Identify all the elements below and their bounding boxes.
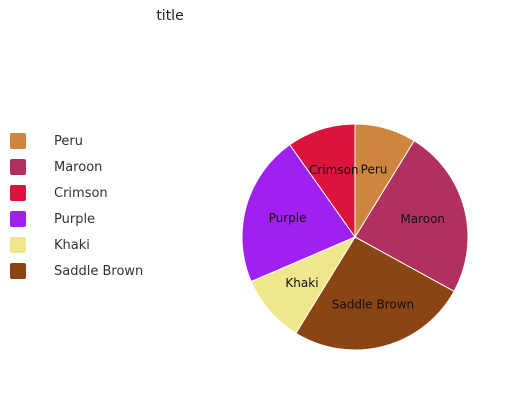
legend-item-saddle-brown: Saddle Brown <box>10 258 160 284</box>
legend-item-khaki: Khaki <box>10 232 160 258</box>
slice-label: Peru <box>361 163 388 177</box>
slice-label: Maroon <box>400 212 445 226</box>
slice-label: Purple <box>269 211 307 225</box>
pie-slice-peru <box>354 123 415 239</box>
legend-label: Peru <box>54 133 83 149</box>
pie-slice-saddle-brown <box>295 236 455 351</box>
legend-item-peru: Peru <box>10 128 160 154</box>
pie-slice-purple <box>241 144 356 283</box>
legend-swatch <box>10 211 26 227</box>
legend-label: Khaki <box>54 237 90 253</box>
legend-swatch <box>10 237 26 253</box>
pie-slice-maroon <box>354 140 469 293</box>
legend-swatch <box>10 185 26 201</box>
legend-swatch <box>10 159 26 175</box>
chart-title: title <box>156 8 184 24</box>
slice-label: Saddle Brown <box>332 298 414 312</box>
legend-label: Crimson <box>54 185 108 201</box>
legend-label: Maroon <box>54 159 103 175</box>
legend-swatch <box>10 133 26 149</box>
slice-label: Khaki <box>285 276 318 290</box>
slice-label: Crimson <box>309 163 359 177</box>
legend-label: Saddle Brown <box>54 263 144 279</box>
legend-label: Purple <box>54 211 96 227</box>
legend-item-crimson: Crimson <box>10 180 160 206</box>
legend-item-maroon: Maroon <box>10 154 160 180</box>
legend: Peru Maroon Crimson Purple Khaki Saddle Brown <box>10 128 160 284</box>
legend-swatch <box>10 263 26 279</box>
legend-item-purple: Purple <box>10 206 160 232</box>
